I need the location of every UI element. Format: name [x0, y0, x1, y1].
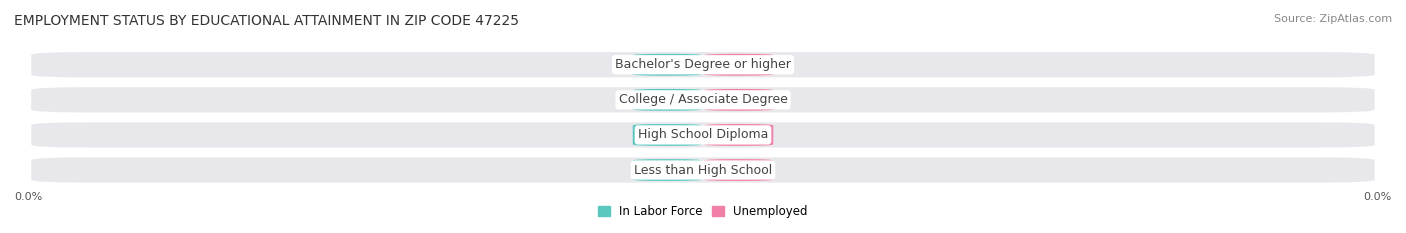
Text: 0.0%: 0.0%: [724, 165, 755, 175]
Text: EMPLOYMENT STATUS BY EDUCATIONAL ATTAINMENT IN ZIP CODE 47225: EMPLOYMENT STATUS BY EDUCATIONAL ATTAINM…: [14, 14, 519, 28]
Text: 0.0%: 0.0%: [14, 192, 42, 202]
FancyBboxPatch shape: [704, 54, 773, 76]
FancyBboxPatch shape: [633, 159, 702, 181]
Text: Less than High School: Less than High School: [634, 164, 772, 177]
Text: 0.0%: 0.0%: [724, 130, 755, 140]
Text: Bachelor's Degree or higher: Bachelor's Degree or higher: [614, 58, 792, 71]
Text: 0.0%: 0.0%: [652, 130, 683, 140]
Text: College / Associate Degree: College / Associate Degree: [619, 93, 787, 106]
FancyBboxPatch shape: [633, 124, 702, 146]
FancyBboxPatch shape: [31, 52, 1375, 77]
FancyBboxPatch shape: [31, 157, 1375, 183]
Text: 0.0%: 0.0%: [1364, 192, 1392, 202]
FancyBboxPatch shape: [704, 124, 773, 146]
FancyBboxPatch shape: [704, 89, 773, 111]
FancyBboxPatch shape: [31, 122, 1375, 147]
Text: 0.0%: 0.0%: [724, 60, 755, 70]
Text: 0.0%: 0.0%: [652, 165, 683, 175]
FancyBboxPatch shape: [633, 89, 702, 111]
Text: 0.0%: 0.0%: [652, 60, 683, 70]
Text: Source: ZipAtlas.com: Source: ZipAtlas.com: [1274, 14, 1392, 24]
FancyBboxPatch shape: [633, 54, 702, 76]
Text: 0.0%: 0.0%: [652, 95, 683, 105]
FancyBboxPatch shape: [704, 159, 773, 181]
Text: 0.0%: 0.0%: [724, 95, 755, 105]
Text: High School Diploma: High School Diploma: [638, 128, 768, 141]
FancyBboxPatch shape: [31, 87, 1375, 113]
Legend: In Labor Force, Unemployed: In Labor Force, Unemployed: [598, 205, 808, 218]
